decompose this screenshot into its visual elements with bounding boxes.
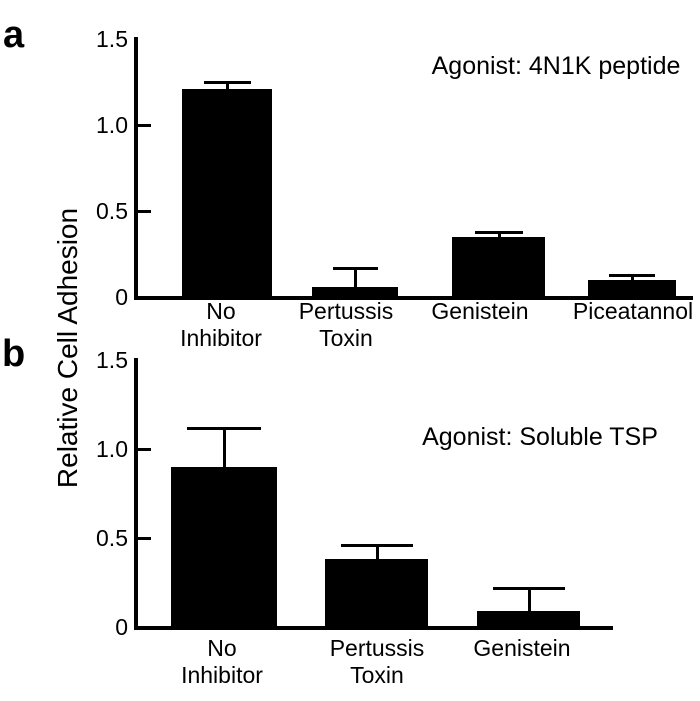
panel-a-y-tick-label: 0.5	[96, 198, 128, 224]
panel-b-error-bar-2	[376, 545, 379, 562]
panel-a-error-bar-4	[631, 275, 634, 283]
panel-b-agonist-annotation: Agonist: Soluble TSP	[422, 423, 658, 451]
category-label-line: No	[206, 298, 236, 324]
panel-a-category-label-2: Pertussis Toxin	[256, 298, 436, 352]
panel-a-category-label-1: No Inhibitor	[131, 298, 311, 352]
category-label-line: Genistein	[473, 635, 571, 661]
panel-b-error-cap-3	[493, 587, 565, 590]
panel-a-y-tick-label: 1.0	[96, 112, 128, 138]
panel-a-bar-1	[182, 89, 272, 297]
category-label-line: No	[207, 635, 237, 661]
panel-a-y-tick-label: 1.5	[96, 26, 128, 52]
panel-b-y-tick-label: 0.5	[96, 525, 128, 551]
category-label-line: Pertussis	[329, 635, 425, 661]
category-label-line: Pertussis	[298, 298, 394, 324]
panel-b-y-tick-label: 0	[115, 614, 128, 640]
panel-a-label: a	[3, 14, 25, 56]
panel-b-bar-3	[477, 611, 580, 627]
panel-a-x-axis	[134, 296, 693, 300]
panel-b-category-label-2: Pertussis Toxin	[287, 635, 467, 689]
category-label-line: Toxin	[319, 325, 373, 351]
category-label-line: Genistein	[431, 298, 529, 324]
category-label-line: Inhibitor	[180, 325, 262, 351]
panel-b-category-label-1: No Inhibitor	[132, 635, 312, 689]
panel-a-y-axis	[134, 37, 138, 299]
panel-b-error-cap-1	[187, 427, 261, 430]
category-label-line: Inhibitor	[181, 662, 263, 688]
panel-a-error-cap-3	[475, 231, 523, 234]
panel-a-bar-2	[312, 287, 398, 297]
panel-b-error-cap-2	[341, 544, 413, 547]
panel-a-error-bar-2	[354, 268, 357, 290]
panel-a-y-tick	[138, 124, 151, 127]
panel-b-y-axis	[134, 358, 138, 629]
panel-b-bar-1	[171, 467, 277, 627]
panel-a-category-label-3: Genistein	[390, 298, 570, 325]
panel-b-error-bar-1	[223, 428, 226, 470]
panel-a-category-label-4: Piceatannol	[543, 298, 700, 325]
panel-a-bar-4	[588, 280, 676, 297]
panel-b-category-label-3: Genistein	[432, 635, 612, 662]
panel-a-error-bar-3	[498, 232, 501, 240]
category-label-line: Piceatannol	[572, 298, 694, 324]
panel-b-y-tick	[138, 448, 151, 451]
panel-b-y-tick-label: 1.0	[96, 436, 128, 462]
panel-b-error-bar-3	[528, 588, 531, 614]
category-label-line: Toxin	[350, 662, 404, 688]
panel-a-y-tick	[138, 210, 151, 213]
panel-b-y-tick	[138, 537, 151, 540]
panel-a-y-tick-label: 0	[115, 284, 128, 310]
panel-a-error-cap-4	[609, 274, 655, 277]
panel-b-label: b	[2, 333, 26, 375]
panel-a-error-cap-1	[204, 81, 251, 84]
panel-a-error-bar-1	[226, 82, 229, 92]
panel-a-bar-3	[452, 237, 545, 297]
panel-b-bar-2	[325, 559, 428, 627]
panel-b-x-axis	[134, 626, 613, 630]
panel-b-y-tick-label: 1.5	[96, 347, 128, 373]
panel-a-error-cap-2	[333, 267, 378, 270]
panel-a-agonist-annotation: Agonist: 4N1K peptide	[431, 52, 681, 80]
